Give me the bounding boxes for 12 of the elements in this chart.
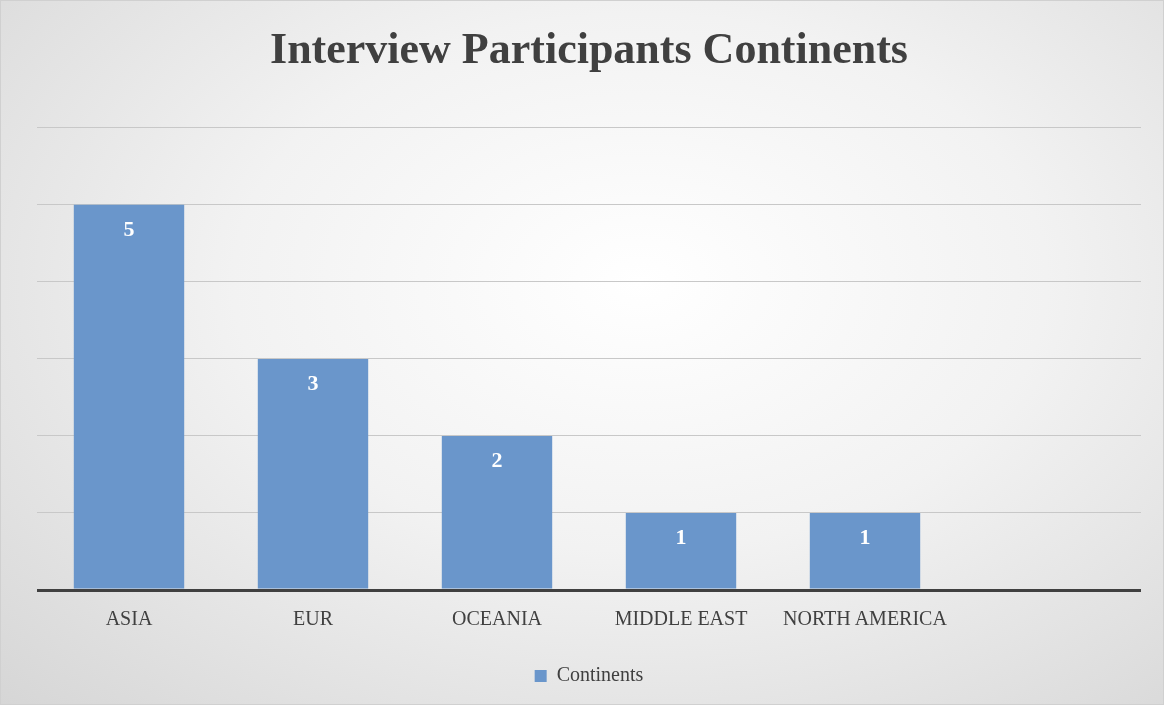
x-tick-label: OCEANIA (452, 607, 543, 630)
data-label: 1 (859, 523, 871, 549)
x-tick-label: MIDDLE EAST (614, 607, 748, 630)
x-tick-label: EUR (293, 607, 334, 630)
x-tick-label: NORTH AMERICA (783, 607, 948, 630)
x-tick-label: ASIA (105, 607, 153, 630)
data-label: 2 (491, 446, 503, 472)
data-label: 3 (307, 369, 319, 395)
data-label: 1 (675, 523, 687, 549)
chart-title: Interview Participants Continents (270, 23, 908, 73)
data-label: 5 (123, 215, 135, 241)
legend-label: Continents (556, 663, 644, 686)
